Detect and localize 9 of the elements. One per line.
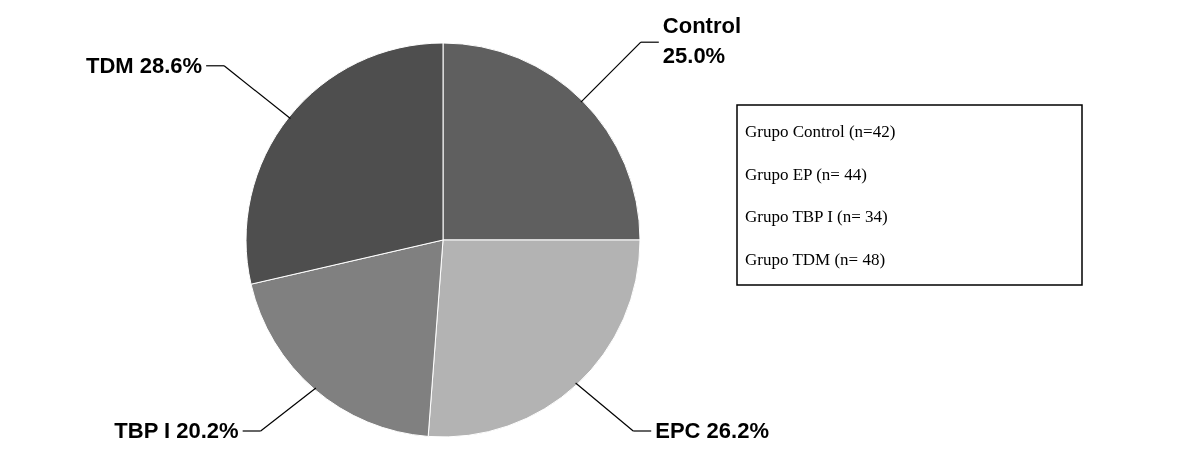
text: Grupo EP (n= 44) — [745, 164, 867, 184]
slice-label: Control — [662, 13, 742, 39]
text: Grupo TBP I (n= 34) — [745, 207, 888, 226]
text: Grupo Control (n=42) — [745, 122, 896, 141]
data-label: 25.0% — [662, 43, 726, 69]
slice-label: TDM 28.6% — [85, 52, 203, 78]
slice-label: EPC 26.2% — [655, 418, 769, 443]
text: Grupo TDM (n= 48) — [745, 249, 886, 269]
slice-label: TBP I 20.2% — [114, 418, 239, 443]
